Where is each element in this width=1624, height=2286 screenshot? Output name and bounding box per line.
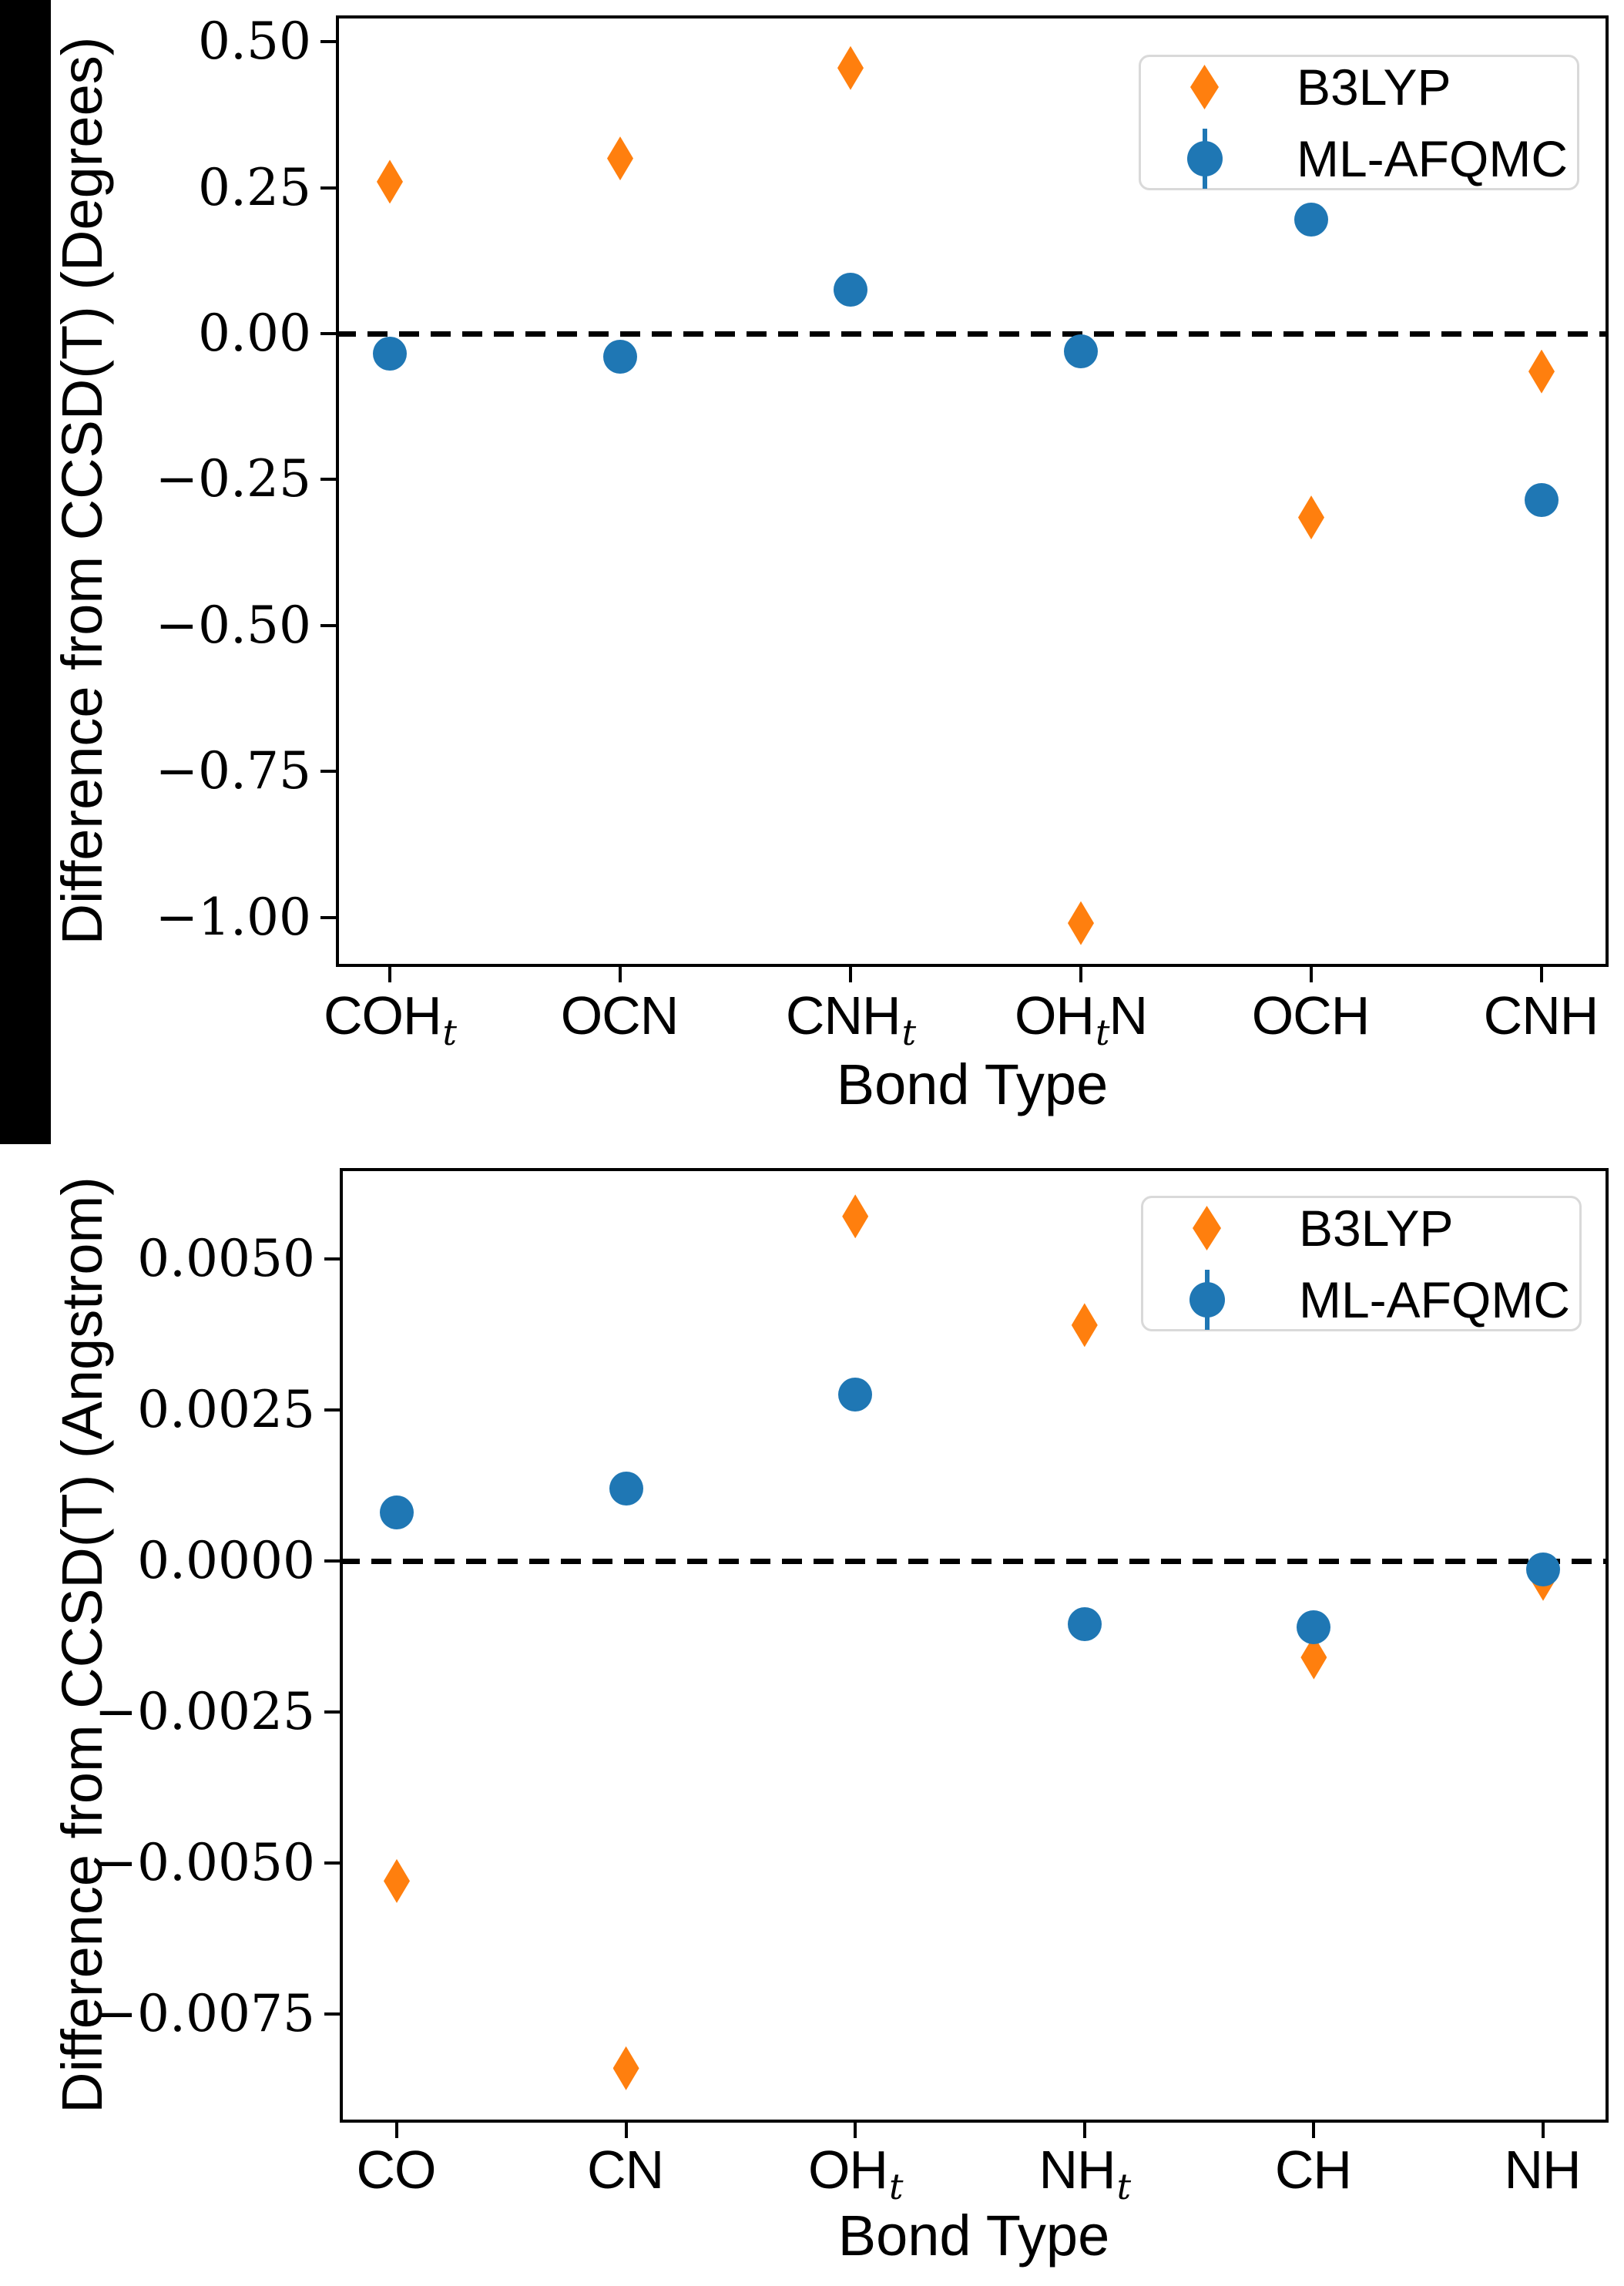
x-tick-mark (1310, 967, 1313, 982)
category-text: OH (807, 2140, 888, 2200)
data-point-ml-afqmc (1294, 203, 1328, 237)
x-category-label: NHt (1038, 2140, 1131, 2207)
data-point-ml-afqmc (1297, 1610, 1331, 1644)
legend-label-b3lyp: B3LYP (1297, 59, 1451, 116)
category-subscript: t (1095, 1012, 1109, 1053)
y-tick-label: −1.00 (155, 887, 311, 947)
category-text: OCH (1251, 985, 1371, 1046)
data-point-ml-afqmc (373, 337, 407, 371)
category-subscript: t (1116, 2166, 1131, 2207)
x-category-label: CNHt (785, 985, 916, 1053)
category-text: N (1109, 985, 1148, 1046)
category-text: CNH (1483, 985, 1599, 1046)
category-subscript: t (442, 1012, 457, 1053)
b3lyp-diamond-icon (1190, 65, 1219, 109)
x-tick-mark (849, 967, 852, 982)
y-axis-label-angles: Difference from CCSD(T) (Degrees) (50, 36, 114, 945)
x-tick-mark (854, 2123, 857, 2138)
x-tick-mark (1312, 2123, 1316, 2138)
data-point-ml-afqmc (1064, 334, 1098, 368)
y-tick-mark (324, 1408, 340, 1412)
x-category-label: CN (587, 2141, 665, 2204)
b3lyp-diamond-icon (1193, 1206, 1221, 1250)
category-text: COH (323, 985, 442, 1046)
y-tick-label: −0.75 (155, 741, 311, 801)
y-tick-mark (320, 186, 336, 190)
y-tick-label: 0.50 (198, 12, 311, 72)
y-tick-label: 0.0000 (137, 1530, 315, 1590)
data-point-ml-afqmc (609, 1471, 643, 1506)
y-tick-label: 0.0050 (137, 1228, 315, 1288)
category-text: NH (1038, 2140, 1116, 2200)
legend-label-b3lyp: B3LYP (1299, 1200, 1454, 1257)
data-point-ml-afqmc (834, 273, 867, 307)
x-tick-mark (388, 967, 391, 982)
data-point-ml-afqmc (1525, 482, 1559, 517)
ml-afqmc-circle-icon (1187, 141, 1223, 176)
legend-angles: B3LYP ML-AFQMC (1139, 55, 1579, 190)
y-tick-mark (324, 1710, 340, 1714)
legend-label-ml-afqmc: ML-AFQMC (1299, 1271, 1570, 1328)
category-subscript: t (901, 1012, 916, 1053)
category-text: CN (587, 2140, 664, 2200)
data-point-ml-afqmc (1526, 1553, 1560, 1587)
x-category-label: OCN (561, 987, 680, 1050)
x-category-label: OHt (807, 2140, 903, 2207)
y-tick-label: −0.0025 (94, 1681, 315, 1741)
y-tick-label: −0.25 (155, 449, 311, 509)
category-subscript: t (888, 2166, 903, 2207)
zero-reference-line (336, 331, 1609, 337)
y-tick-mark (320, 331, 336, 335)
x-category-label: NH (1504, 2141, 1582, 2204)
x-tick-mark (395, 2123, 398, 2138)
x-axis-label-angles: Bond Type (836, 1052, 1109, 1116)
y-tick-mark (320, 40, 336, 44)
category-text: CNH (785, 985, 901, 1046)
y-tick-label: −0.50 (155, 595, 311, 655)
data-point-ml-afqmc (838, 1378, 873, 1412)
legend-lengths: B3LYP ML-AFQMC (1141, 1196, 1582, 1331)
y-tick-mark (324, 1257, 340, 1260)
legend-label-ml-afqmc: ML-AFQMC (1297, 130, 1568, 187)
y-tick-mark (320, 770, 336, 774)
x-tick-mark (624, 2123, 628, 2138)
y-tick-label: −0.0075 (94, 1983, 315, 2043)
y-tick-mark (324, 2012, 340, 2016)
category-text: OH (1014, 985, 1095, 1046)
x-tick-mark (1542, 2123, 1545, 2138)
x-tick-mark (1540, 967, 1543, 982)
zero-reference-line (340, 1558, 1609, 1564)
x-category-label: COHt (323, 985, 457, 1053)
x-tick-mark (1082, 2123, 1086, 2138)
y-tick-label: 0.25 (198, 157, 311, 217)
data-point-ml-afqmc (603, 340, 637, 374)
y-tick-label: 0.00 (198, 303, 311, 363)
data-point-ml-afqmc (1067, 1607, 1102, 1642)
x-tick-mark (619, 967, 622, 982)
ml-afqmc-circle-icon (1189, 1282, 1225, 1318)
left-black-scan-bar (0, 0, 51, 1144)
y-tick-label: 0.0025 (137, 1379, 315, 1439)
y-tick-mark (320, 623, 336, 627)
y-tick-mark (320, 478, 336, 482)
x-category-label: CO (357, 2141, 438, 2204)
y-tick-mark (324, 1861, 340, 1865)
category-text: OCN (560, 985, 679, 1046)
x-category-label: OHtN (1014, 985, 1148, 1053)
x-category-label: CNH (1484, 987, 1600, 1050)
x-category-label: OCH (1252, 987, 1371, 1050)
category-text: CO (356, 2140, 437, 2200)
y-tick-mark (320, 915, 336, 919)
category-text: CH (1274, 2140, 1352, 2200)
x-axis-label-lengths: Bond Type (837, 2204, 1110, 2268)
x-tick-mark (1079, 967, 1082, 982)
x-category-label: CH (1275, 2141, 1353, 2204)
y-tick-label: −0.0050 (94, 1832, 315, 1892)
category-text: NH (1504, 2140, 1581, 2200)
y-tick-mark (324, 1559, 340, 1563)
data-point-ml-afqmc (380, 1495, 414, 1529)
